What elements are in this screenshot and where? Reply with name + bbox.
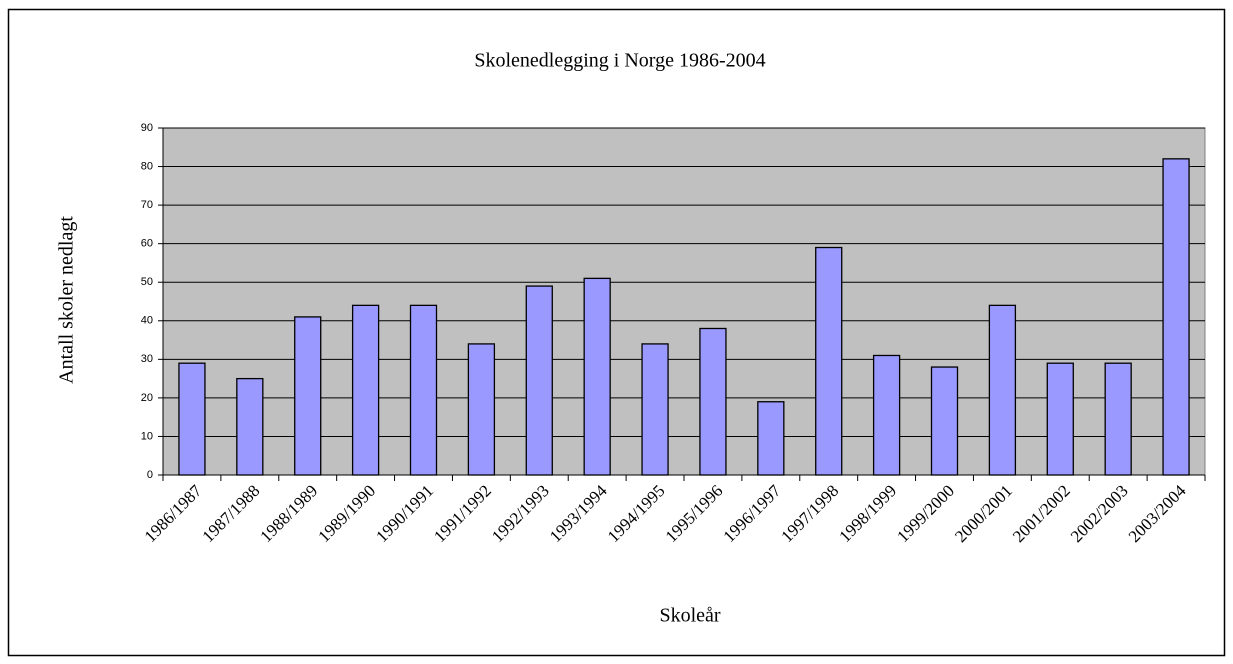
y-tick-label: 10 bbox=[141, 430, 153, 442]
bar bbox=[699, 327, 727, 476]
bar bbox=[1162, 158, 1190, 476]
y-tick-label: 70 bbox=[141, 199, 153, 211]
bar bbox=[930, 366, 959, 476]
y-tick-label: 60 bbox=[141, 238, 153, 250]
y-tick-label: 30 bbox=[141, 353, 153, 365]
y-tick-label: 0 bbox=[147, 469, 153, 481]
bar bbox=[236, 377, 264, 476]
chart-title: Skolenedlegging i Norge 1986-2004 bbox=[474, 50, 765, 72]
bar bbox=[525, 285, 553, 476]
bar bbox=[641, 343, 669, 476]
bar bbox=[872, 354, 901, 476]
y-tick-label: 90 bbox=[141, 122, 153, 134]
bar bbox=[294, 316, 322, 476]
bar bbox=[1046, 362, 1074, 476]
bar bbox=[351, 304, 380, 476]
y-tick-label: 50 bbox=[141, 276, 153, 288]
y-tick-label: 80 bbox=[141, 160, 153, 172]
bar bbox=[409, 304, 438, 476]
x-axis-label: Skoleår bbox=[659, 605, 720, 627]
bar bbox=[815, 246, 843, 476]
bar bbox=[1104, 362, 1132, 476]
y-tick-label: 20 bbox=[141, 392, 153, 404]
plot-area bbox=[162, 127, 1206, 476]
y-axis-label: Antall skoler nedlagt bbox=[56, 216, 78, 384]
bar bbox=[757, 401, 785, 476]
bar bbox=[178, 362, 206, 476]
bar bbox=[988, 304, 1017, 476]
bar bbox=[467, 343, 496, 476]
bar bbox=[583, 277, 611, 476]
y-tick-label: 40 bbox=[141, 315, 153, 327]
